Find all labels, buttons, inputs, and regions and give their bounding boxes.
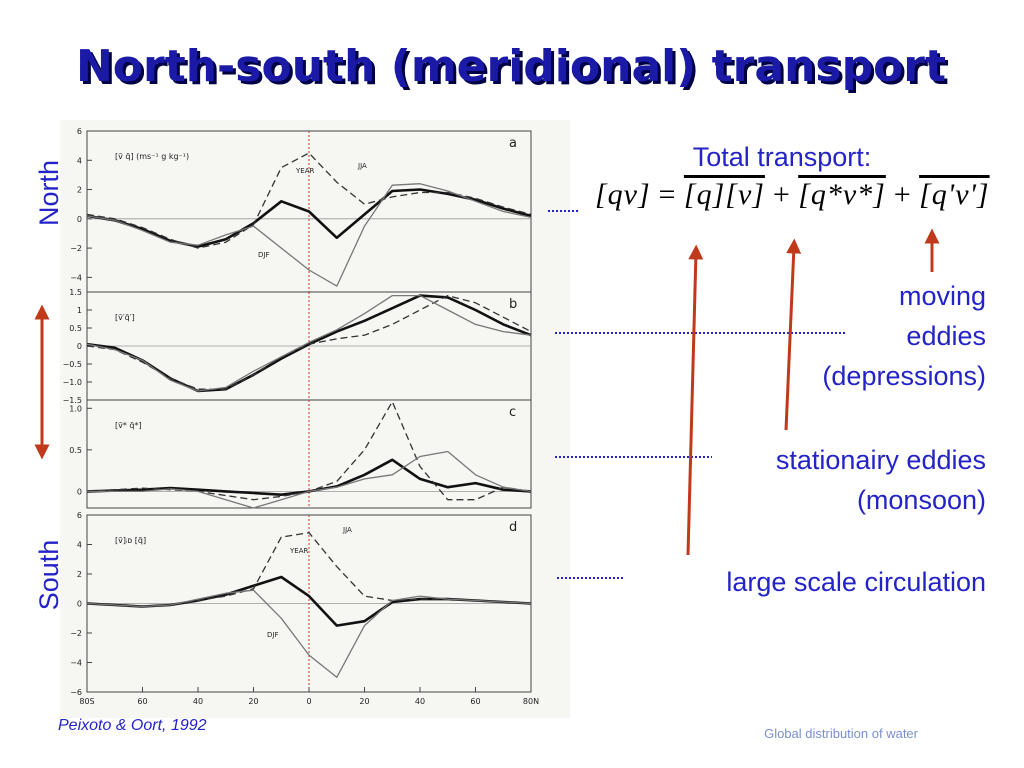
series-line (87, 450, 532, 509)
y-tick-label: 0 (77, 600, 82, 609)
y-tick-label: 4 (77, 156, 82, 165)
series-label: DJF (258, 251, 269, 259)
series-label: YEAR (289, 547, 308, 555)
equation-term: + (891, 178, 914, 211)
arrow (784, 238, 802, 431)
circulation-note: large scale circulation (726, 567, 986, 597)
arrow (686, 244, 704, 556)
citation: Peixoto & Oort, 1992 (58, 717, 207, 734)
equation-term: + (770, 178, 793, 211)
equation-term: [qv] (595, 178, 651, 211)
y-tick-label: 6 (77, 511, 82, 520)
south-label: South (34, 540, 64, 611)
x-tick-label: 60 (470, 697, 480, 706)
equation-term: [q*v*] (798, 178, 886, 211)
x-tick-label: 0 (306, 697, 311, 706)
equation: [qv] = [q][v] + [q*v*] + [q'v'] (592, 178, 993, 212)
north-label: North (34, 160, 64, 226)
y-tick-label: 1 (77, 306, 82, 315)
y-tick-label: 0 (77, 342, 82, 351)
series-label: DJF (267, 631, 278, 639)
figure-background (60, 120, 570, 718)
x-tick-label: 80N (523, 697, 539, 706)
series-line (86, 294, 532, 392)
note-line: (depressions) (822, 361, 986, 391)
series-line (86, 589, 532, 678)
equation-term: = (656, 178, 678, 211)
title-shadow: North-south (meridional) transport (79, 44, 949, 95)
y-tick-label: 0.5 (69, 324, 82, 333)
note-line: eddies (906, 321, 986, 351)
x-tick-label: 40 (415, 697, 425, 706)
y-tick-label: −4 (70, 659, 82, 668)
equation-term: [q'v'] (919, 178, 990, 211)
note-line: stationairy eddies (775, 445, 986, 475)
y-tick-label: 0 (77, 215, 82, 224)
equation-term: [q][v] (683, 178, 765, 211)
series-label: JJA (342, 526, 352, 534)
y-tick-label: 2 (77, 570, 82, 579)
y-tick-label: 1.5 (69, 288, 82, 297)
note-line: moving (898, 281, 986, 311)
y-tick-label: −4 (70, 273, 82, 282)
x-tick-label: 20 (248, 697, 258, 706)
panel-formula: [v̄′q̄′] (115, 313, 135, 322)
stationary-eddies-note: stationairy eddies (monsoon) (776, 440, 986, 520)
y-tick-label: 0.5 (69, 446, 82, 455)
y-tick-label: 1.0 (69, 404, 82, 413)
panel-letter: b (509, 297, 517, 312)
y-tick-label: 2 (77, 186, 82, 195)
panel-formula: [v̄ q̄] (ms⁻¹ g kg⁻¹) (115, 152, 189, 161)
x-tick-label: 40 (193, 697, 203, 706)
y-tick-label: −2 (70, 629, 82, 638)
x-tick-label: 80S (79, 697, 94, 706)
note-line: (monsoon) (856, 485, 986, 515)
y-tick-label: 4 (77, 541, 82, 550)
y-tick-label: −6 (70, 688, 82, 697)
y-tick-label: −2 (70, 244, 82, 253)
panel-formula: [v̄* q̄*] (115, 421, 142, 430)
y-tick-label: 0 (77, 487, 82, 496)
x-tick-label: 60 (137, 697, 147, 706)
y-tick-label: −1.0 (63, 378, 82, 387)
panel-formula: [v̄]ᵢᴅ [q̄] (115, 536, 146, 545)
figure: −4 −2 0 2 4 6 a [v̄ q̄] (ms⁻¹ g kg⁻¹) YEAR JJA DJF… (63, 127, 540, 706)
panel-letter: a (509, 136, 517, 151)
series-line (86, 183, 532, 287)
total-transport-label: Total transport: (693, 142, 872, 172)
x-tick-label: 20 (359, 697, 369, 706)
footer: Global distribution of water (764, 726, 919, 741)
y-tick-label: −0.5 (63, 360, 82, 369)
panel-letter: d (509, 520, 517, 535)
panel-letter: c (509, 405, 516, 420)
series-line (86, 188, 532, 248)
series-label: YEAR (295, 167, 314, 175)
moving-eddies-note: moving eddies (depressions) (822, 276, 986, 396)
y-tick-label: 6 (77, 127, 82, 136)
title: North-south (meridional) transport (76, 41, 946, 92)
series-label: JJA (357, 162, 367, 170)
y-tick-label: −1.5 (63, 396, 82, 405)
